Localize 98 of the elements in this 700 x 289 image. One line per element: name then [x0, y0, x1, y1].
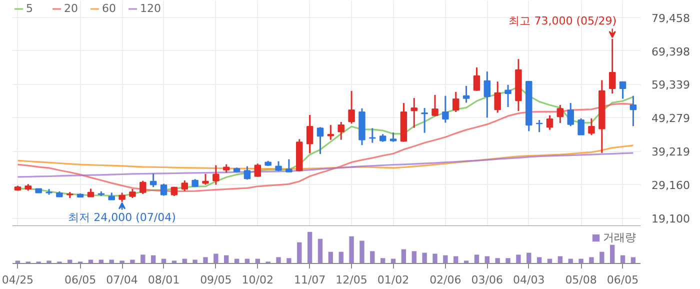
bar: [307, 232, 312, 264]
candlestick: [160, 182, 168, 196]
y-tick-label: 49,279: [652, 112, 690, 126]
bar: [454, 256, 458, 264]
bar: [484, 256, 490, 264]
bar: [192, 260, 198, 264]
candlestick: [306, 114, 314, 154]
candlestick: [452, 91, 460, 113]
bar: [516, 254, 521, 264]
candlestick: [316, 126, 324, 155]
candlestick: [578, 118, 584, 136]
bar: [370, 251, 375, 264]
bar: [46, 260, 52, 264]
x-tick-label: 02/06: [430, 274, 462, 286]
bar: [536, 257, 542, 264]
legend-label: 60: [102, 2, 117, 15]
annotation: 최저 24,000 (07/04): [68, 210, 176, 224]
x-tick-label: 06/05: [64, 274, 96, 286]
y-tick-label: 59,339: [652, 78, 690, 92]
candlestick: [286, 158, 292, 173]
bar: [422, 252, 427, 264]
legend-label: 거래량: [603, 230, 636, 245]
bar: [412, 251, 416, 264]
x-tick-label: 12/05: [336, 274, 368, 286]
candlestick: [150, 172, 157, 188]
legend-label: 120: [140, 2, 161, 15]
bar: [589, 257, 594, 264]
legend-label: 5: [26, 2, 34, 15]
y-tick-label: 19,100: [652, 212, 690, 226]
x-tick-label: 01/02: [377, 274, 410, 286]
bar: [140, 254, 146, 264]
candlestick: [484, 70, 491, 118]
candlestick: [327, 124, 334, 141]
candlestick: [494, 80, 501, 114]
x-tick-label: 11/07: [294, 274, 326, 286]
y-tick-label: 79,458: [652, 12, 690, 25]
candlestick: [348, 90, 355, 124]
candlestick: [170, 186, 178, 197]
bar: [558, 256, 563, 264]
bar: [214, 254, 218, 264]
candlestick: [275, 160, 282, 172]
candlestick: [181, 180, 188, 192]
y-tick-label: 29,160: [652, 179, 690, 192]
candlestick: [140, 180, 146, 195]
candlestick: [556, 104, 564, 124]
x-tick-label: 09/05: [200, 274, 232, 286]
candlestick: [504, 84, 512, 108]
bar: [578, 258, 584, 264]
x-tick-label: 08/01: [148, 274, 180, 286]
x-tick-label: 06/05: [606, 274, 639, 286]
bar: [432, 254, 438, 264]
bar: [286, 258, 292, 264]
x-tick-label: 05/08: [565, 274, 597, 286]
y-tick-label: 39,219: [652, 146, 690, 159]
bar: [130, 260, 135, 264]
bar: [526, 252, 532, 264]
candlestick: [390, 132, 397, 143]
bar: [276, 257, 281, 264]
candlestick: [338, 121, 344, 141]
candlestick: [421, 107, 428, 134]
x-tick-label: 04/25: [2, 274, 34, 286]
bar: [600, 252, 604, 264]
candlestick: [567, 102, 574, 127]
bar: [443, 255, 448, 264]
candlestick: [588, 118, 595, 136]
bar: [120, 260, 124, 264]
candlestick: [546, 114, 554, 131]
candlestick: [432, 94, 438, 118]
candlestick: [442, 95, 449, 124]
candlestick: [202, 173, 209, 186]
legend-label: 20: [64, 2, 79, 15]
bar: [401, 249, 406, 264]
candlestick: [619, 81, 626, 100]
bar: [338, 252, 344, 264]
bar: [318, 238, 323, 264]
candlestick: [244, 166, 251, 180]
bar: [360, 240, 364, 264]
bar: [328, 252, 334, 264]
x-tick-label: 03/06: [471, 274, 504, 286]
candlestick: [473, 66, 480, 92]
candlestick: [254, 162, 262, 178]
bar: [297, 242, 302, 264]
candlestick: [630, 95, 637, 127]
candlestick: [212, 164, 220, 186]
bar: [610, 244, 615, 264]
bar: [474, 254, 480, 264]
bar: [203, 257, 208, 264]
candlestick: [462, 85, 470, 104]
bar: [630, 257, 636, 264]
candlestick: [410, 97, 418, 129]
bar: [495, 258, 500, 264]
x-tick-label: 07/04: [106, 274, 138, 286]
x-tick-label: 04/03: [513, 274, 545, 286]
bar: [349, 236, 354, 264]
y-tick-label: 69,398: [652, 45, 690, 58]
annotation: 최고 73,000 (05/29): [508, 14, 617, 28]
x-tick-label: 10/02: [242, 274, 274, 286]
bar: [506, 258, 510, 264]
